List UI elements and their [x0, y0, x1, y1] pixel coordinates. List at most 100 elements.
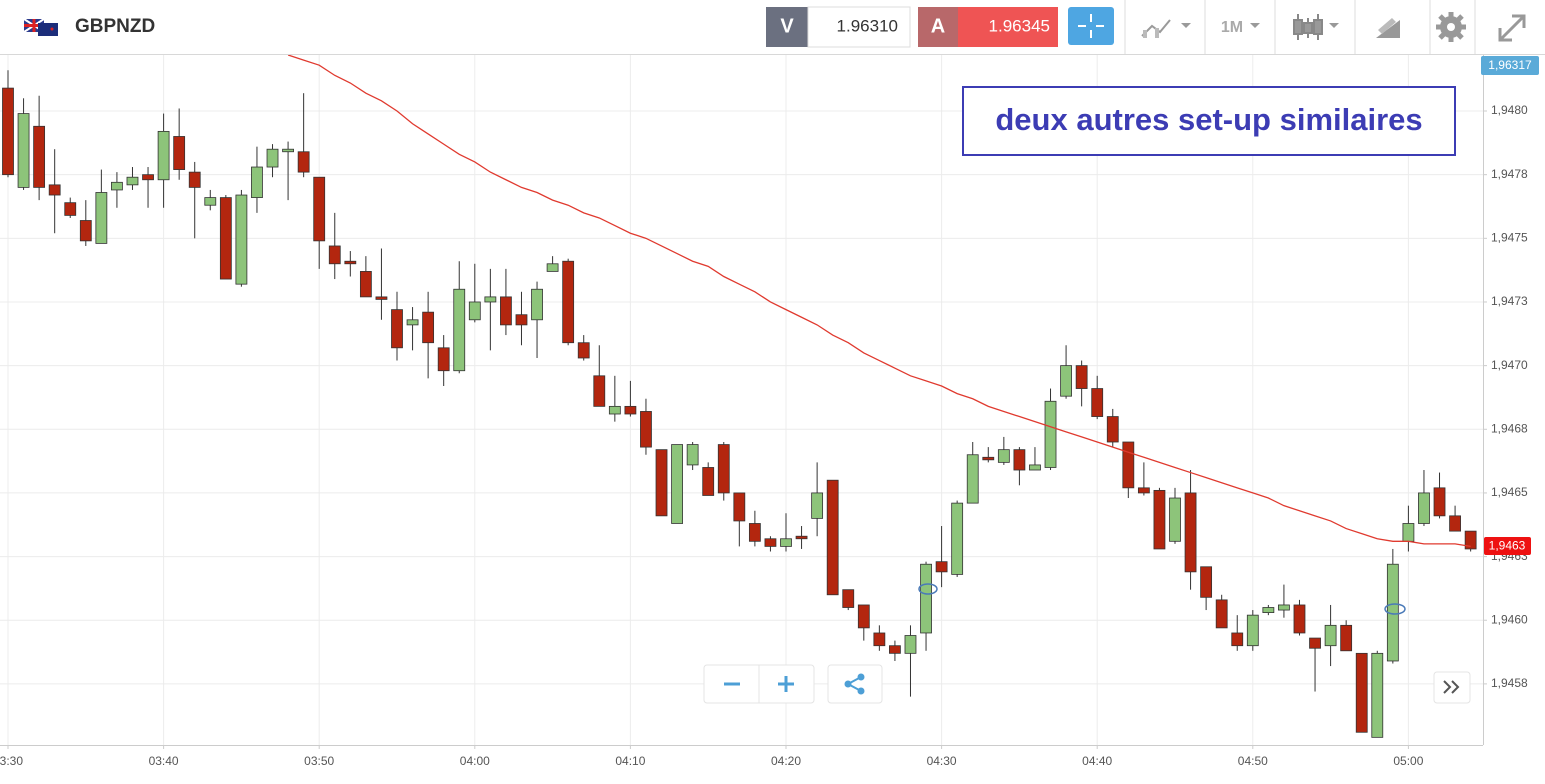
candle-body — [780, 538, 792, 547]
candle-body — [422, 311, 435, 344]
candle-body — [157, 130, 170, 181]
bid-price: 1.96310 — [837, 16, 898, 35]
candle-body — [1231, 632, 1244, 647]
candle-body — [453, 288, 466, 372]
candle-body — [997, 449, 1010, 463]
setup-marker — [1384, 603, 1406, 615]
candle-body — [17, 113, 30, 188]
timeframe[interactable]: 1M — [1221, 19, 1243, 36]
y-tick-label: 1,9468 — [1491, 421, 1528, 435]
y-tick-label: 1,9478 — [1491, 167, 1528, 181]
candle-body — [1200, 566, 1213, 598]
candle-body — [1075, 365, 1088, 389]
candle-body — [251, 166, 263, 198]
x-tick-label: 03:50 — [304, 754, 334, 768]
annotation-box — [962, 86, 1456, 156]
candle-body — [1293, 604, 1306, 634]
zoom-in-button[interactable] — [778, 676, 794, 692]
candle-body — [391, 309, 403, 349]
candle-body — [764, 538, 777, 547]
drawing-button[interactable] — [1376, 18, 1400, 38]
candle-body — [811, 492, 824, 519]
y-tick-label: 1,9473 — [1491, 294, 1528, 308]
fullscreen-button[interactable] — [1498, 14, 1526, 42]
candle-body — [515, 314, 528, 326]
y-tick-label: 1,9465 — [1491, 485, 1528, 499]
chart-type-button[interactable] — [1293, 14, 1339, 40]
candle-body — [1433, 487, 1446, 517]
candle-body — [1324, 624, 1337, 647]
candle-body — [935, 561, 948, 573]
candle-body — [1449, 515, 1461, 532]
candle-body — [686, 444, 699, 466]
candle-body — [1122, 441, 1135, 489]
candle-body — [484, 296, 497, 303]
y-tick-label: 1,9470 — [1491, 358, 1528, 372]
candle-body — [624, 405, 637, 415]
candle-body — [1246, 614, 1259, 647]
candle-body — [1184, 492, 1197, 573]
candle-body — [126, 176, 139, 186]
crosshair-button[interactable] — [1068, 7, 1114, 45]
candle-body — [671, 444, 683, 524]
top-price-label: 1,96317 — [1488, 58, 1532, 72]
candle-body — [577, 342, 590, 359]
candle-body — [873, 632, 886, 647]
ask-button[interactable] — [918, 7, 958, 47]
candle-body — [33, 125, 46, 188]
axis-labels: 1,9458 1,9460 1,9463 1,9465 1,9468 1,9470 1,94… — [0, 103, 1528, 768]
candle-body — [468, 301, 481, 321]
y-tick-label: 1,9460 — [1491, 612, 1528, 626]
candle-body — [1464, 530, 1477, 550]
candle-body — [842, 589, 855, 608]
candle-body — [1137, 487, 1150, 494]
annotation: deux autres set-up similaires — [995, 102, 1422, 137]
candle-body — [733, 492, 746, 522]
candle-body — [1418, 492, 1430, 524]
candle-body — [1013, 449, 1026, 471]
candle-body — [1262, 607, 1275, 614]
moving-average-line — [287, 55, 1471, 548]
candle-body — [266, 148, 279, 168]
candle-body — [328, 245, 341, 265]
candle-body — [1091, 388, 1104, 417]
y-tick-label: 1,9480 — [1491, 103, 1528, 117]
bid-button[interactable] — [766, 7, 808, 47]
ask-box[interactable] — [958, 7, 1058, 47]
share-button[interactable] — [827, 664, 883, 704]
toolbar: GBPNZD V 1.96310 A 1.96345 1M — [0, 0, 1545, 55]
candle-body — [920, 563, 932, 634]
x-tick-label: 04:20 — [771, 754, 801, 768]
bid-label: V — [780, 15, 794, 37]
candle-body — [982, 456, 995, 461]
zoom-controls — [703, 664, 1471, 704]
candle-body — [111, 181, 123, 191]
bid-box[interactable] — [807, 6, 911, 48]
candle-body — [79, 220, 92, 242]
candle-body — [717, 444, 730, 494]
candle-body — [826, 479, 839, 596]
candle-body — [95, 192, 108, 244]
candle-body — [1278, 604, 1290, 611]
candle-body — [889, 645, 901, 654]
candle-body — [219, 197, 232, 280]
x-tick-label: 03:30 — [0, 754, 23, 768]
indicator-button[interactable] — [1141, 19, 1191, 38]
x-tick-label: 04:10 — [615, 754, 645, 768]
candle-body — [297, 151, 310, 173]
candle-body — [655, 449, 668, 517]
candle-body — [375, 296, 388, 300]
setup-marker — [918, 583, 938, 595]
candle-body — [951, 502, 964, 575]
scroll-right-button[interactable] — [1433, 671, 1471, 704]
candle-body — [204, 197, 217, 206]
toolbar-separators — [1124, 0, 1476, 54]
candle-body — [748, 523, 761, 542]
settings-button[interactable] — [1436, 12, 1466, 42]
candle-body — [1060, 365, 1072, 397]
candle-body — [608, 405, 621, 415]
x-tick-label: 04:50 — [1238, 754, 1268, 768]
y-tick-label: 1,9458 — [1491, 676, 1528, 690]
